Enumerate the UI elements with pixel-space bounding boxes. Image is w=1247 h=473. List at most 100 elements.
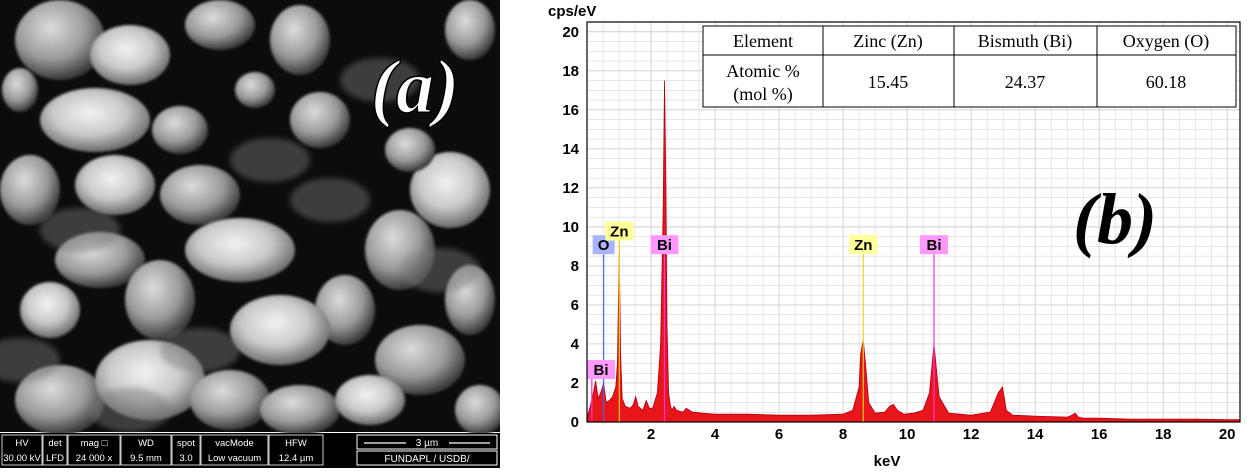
fibrous-texture xyxy=(400,248,480,292)
fibrous-texture xyxy=(160,328,240,372)
databar-value: 12.4 µm xyxy=(279,453,314,464)
table-header-cell: Element xyxy=(733,31,793,51)
y-tick-label: 8 xyxy=(571,258,579,275)
particle xyxy=(90,25,170,85)
x-tick-label: 6 xyxy=(775,426,783,443)
particle xyxy=(2,68,38,112)
y-tick-label: 16 xyxy=(562,102,579,119)
y-axis-label: cps/eV xyxy=(548,3,596,20)
particle xyxy=(445,0,495,60)
element-marker-label: Bi xyxy=(657,237,672,254)
databar-cell xyxy=(200,434,269,466)
element-marker-label-bg xyxy=(605,221,634,241)
databar-cell xyxy=(120,434,172,466)
particle xyxy=(190,370,270,430)
y-tick-label: 0 xyxy=(571,414,579,431)
table-row-label-unit: (mol %) xyxy=(733,84,792,105)
particle xyxy=(270,5,330,75)
element-marker-label-bg xyxy=(587,360,615,380)
y-tick-label: 6 xyxy=(571,297,579,314)
x-tick-label: 12 xyxy=(963,426,980,443)
particle xyxy=(75,155,155,215)
databar-cell xyxy=(171,434,201,466)
databar-value: 24 000 x xyxy=(76,453,113,464)
panel-a-label: (a) xyxy=(371,45,460,129)
particle xyxy=(235,72,275,108)
databar-cell xyxy=(67,434,121,466)
particle xyxy=(152,106,208,154)
table-value-bi: 24.37 xyxy=(1005,72,1046,92)
x-tick-label: 4 xyxy=(711,426,720,443)
element-marker-label: Zn xyxy=(610,224,628,241)
y-tick-label: 14 xyxy=(562,141,579,158)
facility-label: FUNDAPL / USDB/ xyxy=(384,454,469,465)
databar-cell xyxy=(42,434,68,466)
x-tick-label: 2 xyxy=(647,426,655,443)
sem-micrograph: (a) HV 30.00 kV det LFD mag □ 24 000 x WD 9.5 m… xyxy=(0,0,505,468)
y-tick-label: 20 xyxy=(562,24,579,41)
particle xyxy=(455,385,505,435)
x-tick-label: 8 xyxy=(839,426,847,443)
particle xyxy=(410,152,490,228)
fibrous-texture xyxy=(90,388,170,432)
element-marker-label-bg xyxy=(849,235,878,255)
element-marker-label: O xyxy=(598,237,610,254)
particle xyxy=(185,0,255,50)
table-row-label: Atomic % xyxy=(726,61,800,81)
databar-value: 3.0 xyxy=(179,453,192,464)
particle xyxy=(125,260,195,340)
y-tick-label: 18 xyxy=(562,63,579,80)
fibrous-texture xyxy=(40,208,120,252)
table-frame xyxy=(702,25,1237,108)
databar-cells: HV 30.00 kV det LFD mag □ 24 000 x WD 9.5 mm spo… xyxy=(1,434,324,466)
databar-value: 30.00 kV xyxy=(3,453,41,464)
x-tick-label: 20 xyxy=(1219,426,1236,443)
tick-labels: 2 4 6 8 10 12 14 16 18 20 0 2 4 6 8 10 12 14 16 18 20 xyxy=(562,24,1235,443)
particle xyxy=(375,325,465,395)
spectrum xyxy=(586,80,1241,423)
table-value-o: 60.18 xyxy=(1146,72,1187,92)
spectrum-area xyxy=(586,80,1241,423)
databar-heading: spot xyxy=(177,438,195,449)
x-tick-label: 14 xyxy=(1027,426,1044,443)
databar-heading: HFW xyxy=(285,438,307,449)
x-tick-label: 16 xyxy=(1091,426,1108,443)
facility-box xyxy=(356,450,498,466)
databar-heading: mag □ xyxy=(81,438,108,449)
scale-bar-label: 3 µm xyxy=(416,438,438,449)
x-tick-label: 10 xyxy=(899,426,916,443)
element-marker-label: Bi xyxy=(926,237,941,254)
x-tick-label: 18 xyxy=(1155,426,1172,443)
sem-micrograph-panel: (a) HV 30.00 kV det LFD mag □ 24 000 x WD 9.5 m… xyxy=(0,0,505,468)
particle xyxy=(20,282,80,338)
particle xyxy=(185,218,295,282)
scale-bar-box xyxy=(356,434,498,450)
element-marker-label-bg xyxy=(919,235,948,255)
databar-heading: HV xyxy=(15,438,29,449)
composition-table: Element Zinc (Zn) Bismuth (Bi) Oxygen (O… xyxy=(702,25,1237,108)
y-tick-label: 10 xyxy=(562,219,579,236)
element-marker-label: Bi xyxy=(594,362,609,379)
x-axis-label: keV xyxy=(874,453,901,468)
table-header-cell: Bismuth (Bi) xyxy=(978,31,1073,52)
particle xyxy=(385,128,435,172)
databar-heading: det xyxy=(48,438,62,449)
particle xyxy=(230,295,330,365)
fibrous-texture xyxy=(340,58,420,102)
fibrous-texture xyxy=(290,178,370,222)
particle xyxy=(160,165,240,225)
particle-cluster xyxy=(0,0,505,435)
fibrous-texture xyxy=(230,138,310,182)
databar-value: Low vacuum xyxy=(208,453,261,464)
databar-cell xyxy=(268,434,324,466)
plot-frame xyxy=(586,21,1241,423)
element-marker-label: Zn xyxy=(854,237,872,254)
databar-value: LFD xyxy=(46,453,64,464)
particle xyxy=(40,88,150,152)
y-tick-label: 4 xyxy=(571,336,580,353)
particle xyxy=(260,385,340,435)
y-tick-label: 2 xyxy=(571,375,579,392)
eds-spectrum-panel: cps/eV keV O Zn Bi Bi Zn Bi 2 4 6 8 10 12 14 16 18 20 0… xyxy=(520,0,1247,470)
